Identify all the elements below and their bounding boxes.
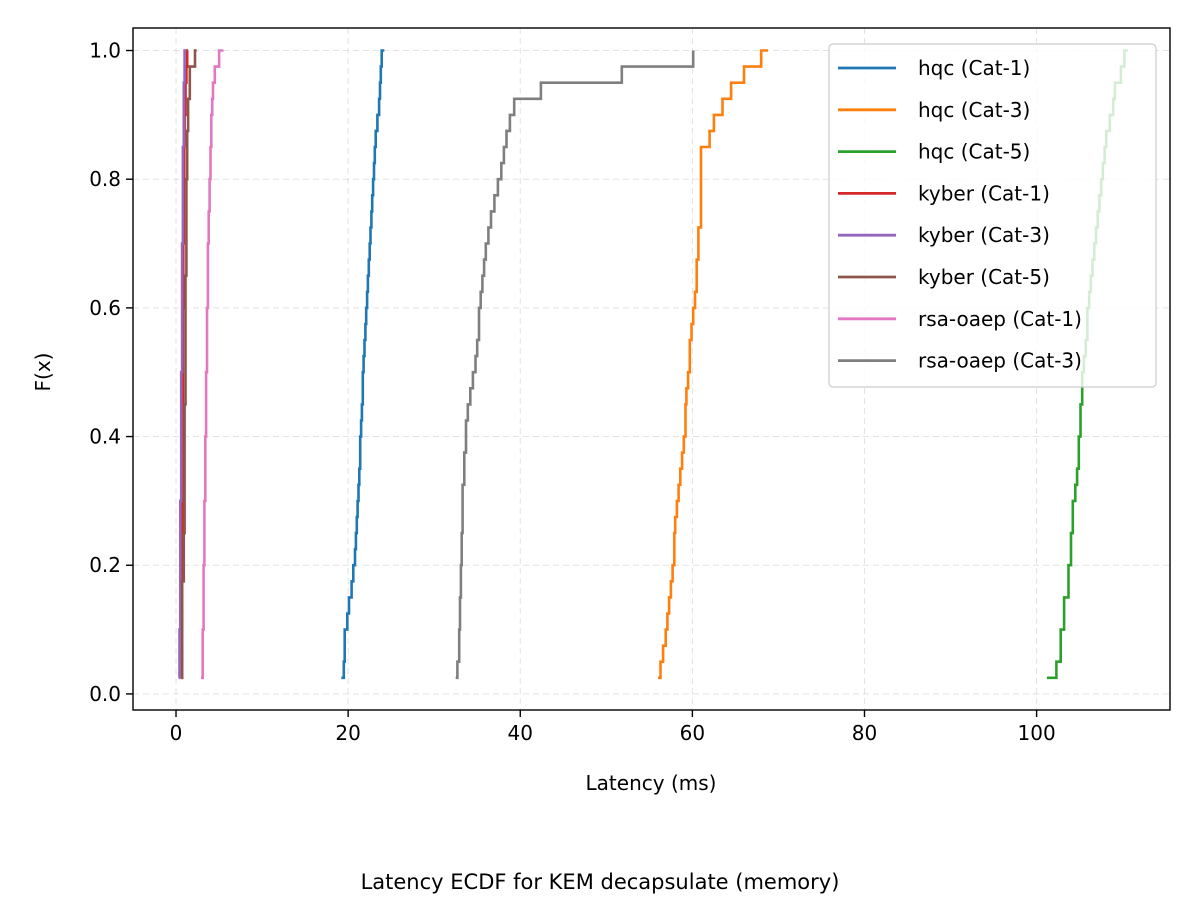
series-line-5 — [180, 49, 197, 680]
legend-entry: hqc (Cat-3) — [918, 98, 1030, 122]
legend-box — [828, 43, 1157, 388]
x-tick-label: 40 — [508, 721, 533, 745]
x-axis-label: Latency (ms) — [586, 771, 717, 795]
x-tick-label: 20 — [335, 721, 360, 745]
y-tick-label: 0.4 — [89, 425, 121, 449]
legend-entry: hqc (Cat-5) — [918, 140, 1030, 164]
series-line-1 — [658, 49, 769, 680]
y-tick-label: 0.0 — [89, 682, 121, 706]
plot-frame — [132, 27, 1171, 711]
legend-entry: kyber (Cat-5) — [918, 265, 1050, 289]
legend: hqc (Cat-1) hqc (Cat-3) hqc (Cat-5) kyber (… — [828, 43, 1157, 388]
chart-caption: Latency ECDF for KEM decapsulate (memory… — [361, 870, 840, 894]
axis-ticks: 0 20 40 60 80 100 0.0 0.2 0.4 0.6 0.8 1.0 — [89, 39, 1056, 745]
y-axis-label: F(x) — [31, 353, 55, 392]
series-line-4 — [178, 49, 187, 680]
x-tick-label: 0 — [170, 721, 183, 745]
y-tick-label: 0.8 — [89, 167, 121, 191]
series-line-7 — [455, 50, 695, 680]
x-tick-label: 80 — [852, 721, 877, 745]
x-tick-label: 60 — [680, 721, 705, 745]
y-tick-label: 1.0 — [89, 39, 121, 63]
legend-entry: hqc (Cat-1) — [918, 56, 1030, 80]
legend-entry: kyber (Cat-3) — [918, 223, 1050, 247]
legend-entry: rsa-oaep (Cat-3) — [918, 349, 1082, 373]
legend-entry: kyber (Cat-1) — [918, 181, 1050, 205]
series-line-0 — [341, 49, 385, 680]
series-line-6 — [201, 49, 224, 680]
y-tick-label: 0.2 — [89, 553, 121, 577]
legend-entry: rsa-oaep (Cat-1) — [918, 307, 1082, 331]
y-tick-label: 0.6 — [89, 296, 121, 320]
x-tick-label: 100 — [1018, 721, 1056, 745]
